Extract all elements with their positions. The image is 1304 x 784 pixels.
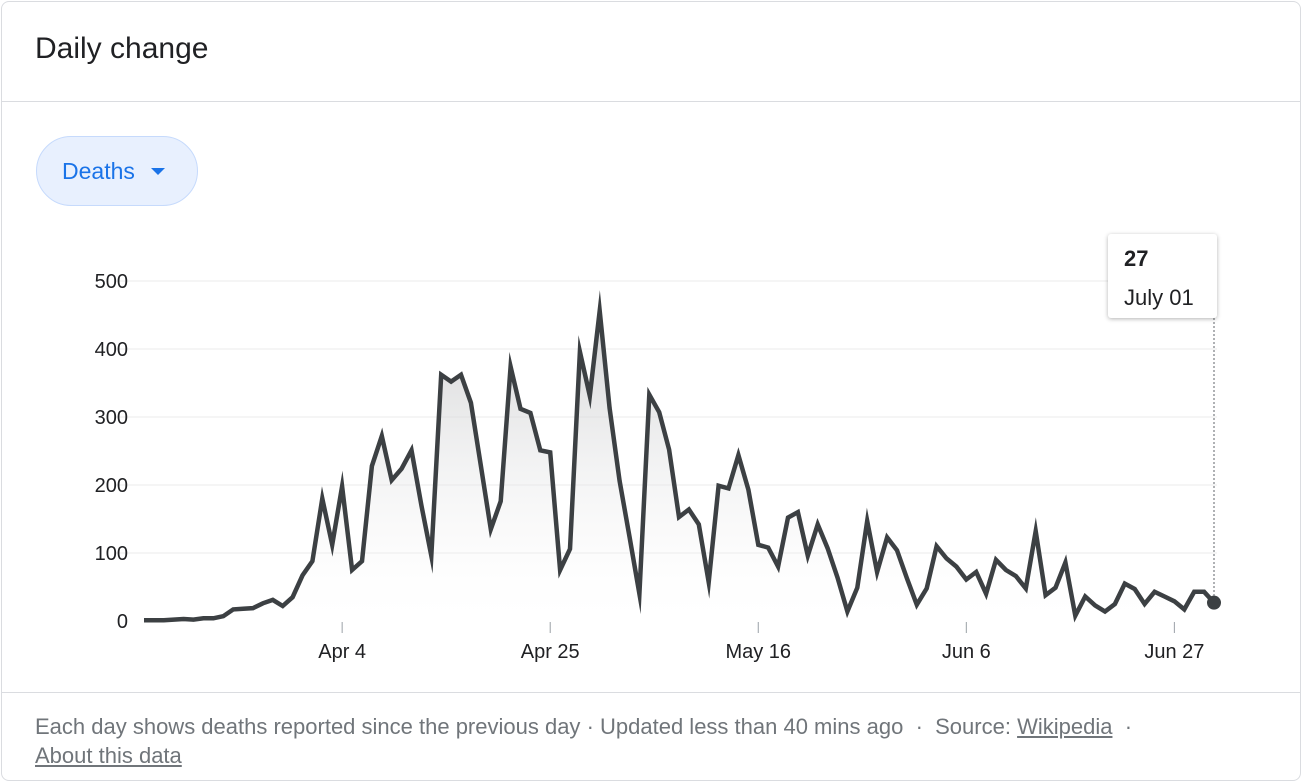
y-tick-label: 0 <box>117 611 128 633</box>
footer-divider <box>2 692 1300 693</box>
x-tick-label: May 16 <box>725 641 791 663</box>
y-tick-label: 200 <box>95 475 128 497</box>
footer-separator: · <box>586 714 594 739</box>
highlight-point <box>1207 595 1221 610</box>
series-area-fill <box>144 310 1214 621</box>
tooltip-date: July 01 <box>1124 285 1194 310</box>
tooltip-value: 27 <box>1124 246 1149 271</box>
footer-separator: · <box>1124 714 1133 739</box>
footer-source-label: Source: <box>935 714 1011 739</box>
daily-change-chart: 0 100 200 300 400 500 Apr 4 Apr 25 May 16 Jun 6 Ju… <box>95 271 1221 663</box>
metric-selector-label: Deaths <box>62 157 135 184</box>
footer-description: Each day shows deaths reported since the… <box>35 714 581 739</box>
y-tick-label: 100 <box>95 543 128 565</box>
footer: Each day shows deaths reported since the… <box>35 712 1275 770</box>
caret-down-icon <box>150 167 165 175</box>
about-this-data-link[interactable]: About this data <box>35 743 182 768</box>
x-tick-label: Jun 27 <box>1144 641 1204 663</box>
footer-updated: Updated less than 40 mins ago <box>600 714 904 739</box>
metric-selector-dropdown[interactable]: Deaths <box>36 136 198 206</box>
header-divider <box>2 101 1300 102</box>
y-tick-label: 500 <box>95 271 128 293</box>
series-line <box>144 290 1216 623</box>
x-tick-label: Jun 6 <box>942 641 991 663</box>
footer-separator: · <box>915 714 923 739</box>
y-tick-label: 300 <box>95 407 128 429</box>
x-tick-label: Apr 4 <box>318 641 366 663</box>
data-tooltip: 27 July 01 <box>1108 234 1217 318</box>
card-title: Daily change <box>35 32 209 65</box>
y-tick-label: 400 <box>95 339 128 361</box>
source-link-wikipedia[interactable]: Wikipedia <box>1017 714 1113 739</box>
x-tick-label: Apr 25 <box>521 641 580 663</box>
